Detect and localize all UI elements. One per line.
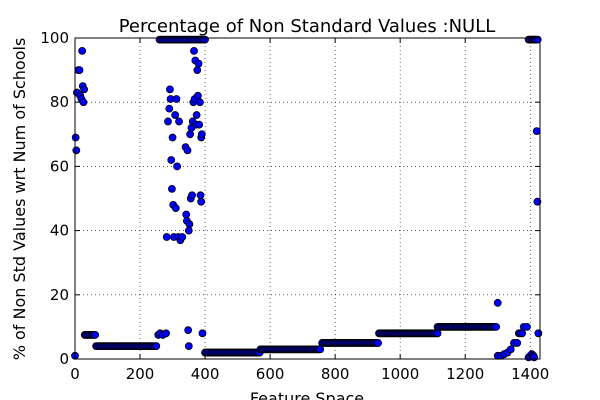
data-point	[197, 130, 206, 139]
y-tick-label: 0	[59, 350, 69, 368]
data-point	[78, 46, 87, 55]
x-tick-label: 0	[70, 365, 80, 383]
data-point	[71, 133, 80, 142]
data-point	[492, 322, 501, 331]
data-point	[80, 85, 89, 94]
x-axis-label: Feature Space	[250, 389, 364, 400]
data-point	[186, 130, 195, 139]
data-point	[194, 91, 202, 100]
data-point	[182, 210, 191, 219]
data-point	[173, 162, 182, 171]
data-point	[523, 322, 531, 331]
data-point	[185, 220, 194, 229]
chart-title: Percentage of Non Standard Values :NULL	[119, 16, 496, 37]
data-point	[175, 117, 183, 126]
data-point	[193, 66, 202, 74]
data-point	[532, 127, 541, 135]
data-point	[530, 353, 539, 362]
data-point	[513, 339, 522, 347]
data-point	[168, 184, 176, 193]
data-point	[316, 345, 325, 354]
data-point	[534, 329, 543, 338]
data-point	[493, 298, 502, 307]
data-point	[195, 98, 204, 107]
data-point	[178, 233, 187, 241]
data-point	[152, 342, 161, 351]
data-point	[518, 329, 527, 338]
x-tick-label: 1000	[381, 365, 419, 383]
data-point	[162, 233, 171, 241]
y-tick-label: 20	[50, 286, 69, 304]
x-tick-label: 200	[126, 365, 155, 383]
data-point	[75, 66, 84, 74]
data-point	[72, 146, 81, 155]
data-point	[188, 191, 196, 200]
data-point	[433, 329, 442, 338]
data-point	[184, 326, 193, 335]
x-tick-label: 800	[321, 365, 350, 383]
data-point	[171, 204, 180, 213]
x-tick-label: 1200	[446, 365, 484, 383]
data-point	[167, 156, 176, 164]
data-point	[184, 342, 193, 351]
data-point	[168, 133, 177, 142]
data-points	[71, 35, 543, 362]
data-point	[165, 104, 174, 113]
y-axis-label: % of Non Std Values wrt Num of Schools	[10, 38, 29, 361]
y-tick-label: 100	[40, 29, 69, 47]
data-point	[533, 197, 542, 206]
data-point	[196, 191, 205, 200]
axis-ticks: 0 200 400 600 800 1000 1200 1400 0 20 40 60 80 100	[40, 29, 549, 383]
data-point	[190, 46, 198, 55]
data-point	[162, 329, 170, 338]
x-tick-label: 600	[256, 365, 285, 383]
y-tick-label: 80	[50, 93, 69, 111]
data-point	[91, 331, 100, 339]
data-point	[198, 329, 207, 338]
data-point	[183, 146, 192, 155]
data-point	[194, 59, 203, 68]
grid-layer	[74, 37, 540, 360]
data-point	[184, 226, 193, 235]
data-point	[374, 339, 382, 347]
data-point	[197, 197, 206, 206]
data-point	[195, 120, 204, 129]
data-point	[164, 117, 172, 126]
data-point	[172, 95, 181, 103]
data-point	[166, 85, 174, 94]
data-point	[192, 111, 201, 119]
x-tick-label: 1400	[511, 365, 549, 383]
data-point	[506, 345, 515, 354]
y-tick-label: 60	[50, 157, 69, 175]
plot-frame	[74, 37, 541, 360]
y-tick-label: 40	[50, 222, 69, 240]
data-point	[79, 98, 88, 107]
x-tick-label: 400	[191, 365, 220, 383]
data-point	[171, 111, 180, 119]
